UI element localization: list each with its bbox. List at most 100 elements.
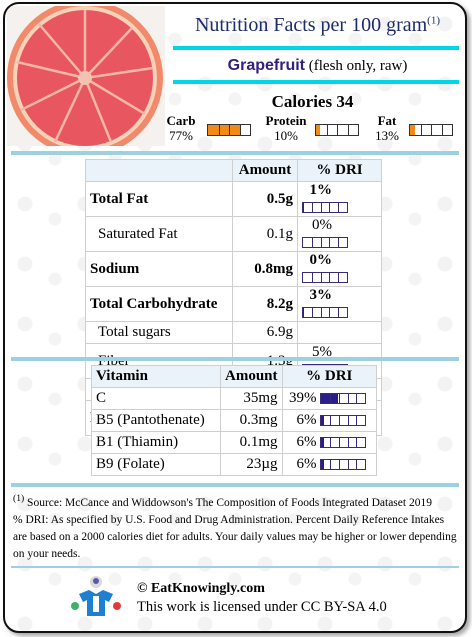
dri-bar-tick [329, 273, 331, 283]
eatknowingly-logo [65, 572, 127, 622]
nutrient-dri-cell: 0% [297, 216, 382, 252]
dri-bar-fill [321, 438, 324, 448]
vitamin-table: Vitamin Amount % DRI C 35mg 39% B5 (Pantot… [91, 365, 378, 476]
nutrient-row: Saturated Fat 0.1g 0% [85, 216, 382, 252]
nutrient-row: Total Fat 0.5g 1% [85, 181, 382, 217]
dri-bar-tick [329, 238, 331, 248]
dri-bar [320, 459, 367, 471]
nutrient-row: Sodium 0.8mg 0% [85, 251, 382, 287]
nutrient-row: Total sugars 6.9g [85, 321, 382, 344]
macro-bar-tick [239, 125, 241, 135]
vitamin-dri: 39% [289, 390, 317, 406]
dri-bar-tick [356, 460, 358, 470]
dri-bar-tick [330, 460, 332, 470]
dri-bar-tick [338, 416, 340, 426]
dri-bar-tick [330, 416, 332, 426]
license-text: This work is licensed under CC BY-SA 4.0 [137, 599, 387, 615]
footnote-source: Source: McCance and Widdowson's The Comp… [27, 496, 432, 509]
macro-pct: 13% [375, 128, 399, 143]
title-footnote-marker: (1) [427, 14, 440, 27]
food-description: (flesh only, raw) [308, 58, 408, 74]
title-text: Nutrition Facts per 100 gram [194, 14, 428, 36]
vitamin-amount: 23µg [220, 453, 283, 476]
macro-bar-fill [410, 125, 416, 135]
nutrient-dri-cell [297, 321, 382, 344]
header-nutrient [85, 159, 233, 182]
vitamin-dri-cell: 6% [281, 453, 378, 476]
dri-bar-tick [338, 238, 340, 248]
nutrient-dri: 5% [312, 344, 332, 360]
vitamin-dri: 6% [296, 434, 317, 450]
grapefruit-image [7, 6, 165, 146]
accent-bar-bottom [173, 80, 459, 84]
header-dri: % DRI [297, 159, 382, 182]
vitamin-amount: 35mg [220, 387, 283, 410]
nutrient-name: Total Fat [85, 181, 233, 217]
macro-fat: Fat 13% [367, 113, 407, 143]
nutrient-name: Total Carbohydrate [85, 286, 233, 322]
nutrient-header-row: Amount % DRI [85, 159, 382, 182]
dri-bar-tick [356, 394, 358, 404]
macro-bar-tick [441, 125, 443, 135]
vitamin-dri-cell: 6% [281, 409, 378, 432]
dri-bar-tick [347, 438, 349, 448]
nutrient-dri: 3% [309, 287, 333, 303]
header-amount: Amount [232, 159, 298, 182]
food-subtitle: Grapefruit (flesh only, raw) [175, 57, 460, 75]
macro-carb: Carb 77% [163, 113, 199, 143]
macro-label: Fat [377, 113, 397, 128]
macro-bar-tick [431, 125, 432, 135]
vitamin-row: B5 (Pantothenate) 0.3mg 6% [91, 409, 378, 432]
calories-label: Calories [271, 92, 333, 111]
nutrient-amount: 0.1g [232, 216, 298, 252]
vitamin-name: B5 (Pantothenate) [91, 409, 221, 432]
macro-bar [315, 124, 359, 136]
macro-bar-tick [218, 125, 220, 135]
vitamin-row: B9 (Folate) 23µg 6% [91, 453, 378, 476]
macro-label: Protein [265, 113, 307, 128]
vitamin-dri-cell: 6% [281, 431, 378, 454]
nutrient-dri-cell: 1% [297, 181, 382, 217]
section-divider [11, 151, 459, 155]
vitamin-amount: 0.1mg [220, 431, 283, 454]
vitamin-row: C 35mg 39% [91, 387, 378, 410]
macro-label: Carb [166, 113, 196, 128]
section-divider [11, 357, 459, 361]
dri-bar [302, 237, 348, 249]
nutrient-name: Sodium [85, 251, 233, 287]
footnote: (1) Source: McCance and Widdowson's The … [13, 490, 457, 563]
macro-bar [409, 124, 453, 136]
nutrient-amount: 0.8mg [232, 251, 298, 287]
accent-bar-top [173, 46, 459, 50]
vitamin-name: B1 (Thiamin) [91, 431, 221, 454]
dri-bar-tick [356, 438, 358, 448]
nutrient-name: Total sugars [85, 321, 233, 344]
vitamin-row: B1 (Thiamin) 0.1mg 6% [91, 431, 378, 454]
dri-bar-tick [320, 203, 322, 213]
header-dri: % DRI [281, 365, 378, 388]
macro-bar-fill [316, 125, 321, 135]
macro-bar-tick [326, 125, 328, 135]
macro-bar-tick [347, 125, 349, 135]
calories-value: 34 [336, 92, 354, 111]
macro-bar [207, 124, 251, 136]
dri-bar-tick [320, 273, 322, 283]
dri-bar-tick [347, 460, 349, 470]
dri-bar-tick [347, 416, 349, 426]
header-vitamin: Vitamin [91, 365, 221, 388]
macro-protein: Protein 10% [260, 113, 312, 143]
dri-bar-tick [311, 203, 313, 213]
dri-bar [320, 393, 367, 405]
nutrient-amount: 6.9g [232, 321, 298, 344]
footnote-marker: (1) [13, 493, 25, 504]
dri-bar-tick [338, 308, 340, 318]
dri-bar-tick [320, 308, 322, 318]
dri-bar [302, 272, 348, 284]
vitamin-amount: 0.3mg [220, 409, 283, 432]
nutrient-row: Total Carbohydrate 8.2g 3% [85, 286, 382, 322]
dri-bar-tick [311, 308, 313, 318]
dri-bar [302, 202, 348, 214]
dri-bar-tick [330, 394, 332, 404]
dri-bar-fill [321, 416, 324, 426]
nutrient-amount: 0.5g [232, 181, 298, 217]
